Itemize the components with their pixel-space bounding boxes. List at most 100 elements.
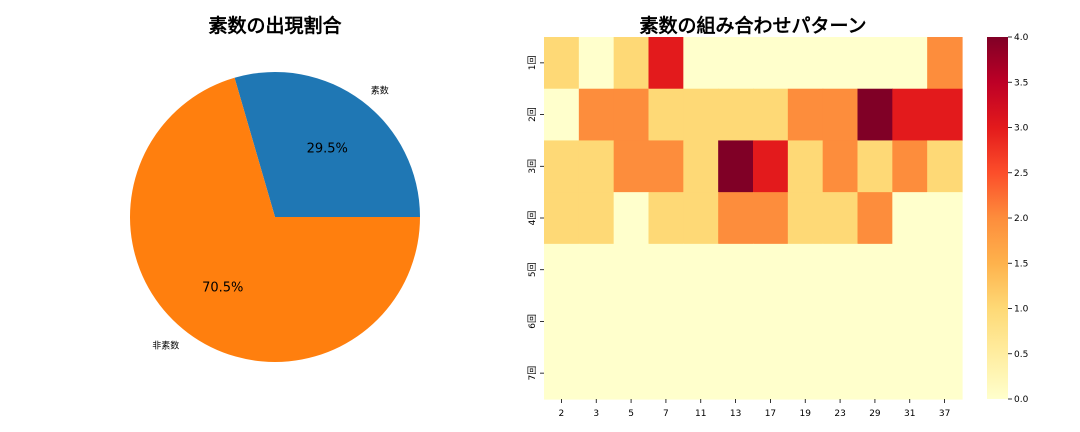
- heatmap-cell: [683, 192, 719, 245]
- pie-percent-label: 29.5%: [307, 141, 348, 156]
- heatmap-cell: [683, 37, 719, 90]
- heatmap-cell: [857, 347, 893, 400]
- heatmap-cell: [718, 347, 754, 400]
- heatmap-cell: [718, 192, 754, 245]
- x-tick-label: 23: [834, 409, 845, 419]
- pie-chart-title: 素数の出現割合: [208, 15, 342, 37]
- pie-category-label: 素数: [371, 84, 389, 96]
- heatmap-cell: [787, 88, 824, 142]
- heatmap-cell: [753, 243, 789, 297]
- heatmap-cell: [683, 88, 719, 142]
- y-tick-label: 7回: [527, 366, 538, 381]
- colorbar-tick-label: 3.0: [1014, 124, 1029, 134]
- pie-percent-label: 70.5%: [202, 281, 243, 296]
- heatmap-cell: [683, 243, 719, 297]
- heatmap-cell: [718, 140, 754, 193]
- heatmap-cell: [683, 295, 719, 348]
- heatmap-cell: [822, 88, 859, 142]
- heatmap-cell: [822, 140, 859, 193]
- x-tick-label: 3: [593, 409, 599, 419]
- heatmap-cell: [578, 88, 615, 142]
- y-tick-label: 1回: [527, 55, 538, 70]
- pie-slice-prime: [234, 72, 420, 217]
- heatmap-title: 素数の組み合わせパターン: [639, 15, 867, 37]
- heatmap-cell: [578, 295, 615, 348]
- heatmap-cell: [857, 295, 893, 348]
- heatmap-cell: [927, 243, 963, 297]
- heatmap-cell: [578, 192, 615, 245]
- colorbar-tick-label: 0.0: [1014, 395, 1029, 405]
- x-tick-label: 19: [800, 409, 812, 419]
- heatmap-cell: [753, 192, 789, 245]
- colorbar-tick-label: 1.5: [1014, 259, 1028, 269]
- heatmap-cell: [578, 140, 615, 193]
- heatmap-cell: [892, 88, 928, 142]
- heatmap-cell: [613, 243, 650, 297]
- heatmap-cell: [578, 347, 615, 400]
- heatmap-cell: [648, 192, 684, 245]
- x-tick-label: 5: [628, 409, 634, 419]
- heatmap-cell: [787, 243, 824, 297]
- heatmap-cell: [892, 295, 928, 348]
- heatmap-cell: [753, 347, 789, 400]
- x-tick-label: 29: [869, 409, 881, 419]
- y-tick-label: 3回: [527, 159, 538, 174]
- colorbar-tick-label: 3.5: [1014, 78, 1028, 88]
- x-tick-label: 11: [695, 409, 706, 419]
- heatmap-cell: [787, 140, 824, 193]
- heatmap-cell: [544, 295, 580, 348]
- y-tick-label: 6回: [527, 314, 538, 329]
- heatmap-cell: [753, 88, 789, 142]
- heatmap-cell: [648, 140, 684, 193]
- y-tick-label: 4回: [527, 211, 538, 226]
- heatmap-cell: [787, 295, 824, 348]
- colorbar-tick-label: 2.5: [1014, 169, 1028, 179]
- heatmap-cell: [753, 295, 789, 348]
- heatmap-cell: [718, 37, 754, 90]
- heatmap-cell: [718, 295, 754, 348]
- heatmap-cell: [544, 140, 580, 193]
- heatmap-cell: [857, 192, 893, 245]
- heatmap-cell: [544, 37, 580, 90]
- x-tick-label: 17: [765, 409, 776, 419]
- heatmap-cell: [892, 243, 928, 297]
- heatmap-cell: [787, 37, 824, 90]
- heatmap-cell: [648, 295, 684, 348]
- heatmap-cell: [927, 295, 963, 348]
- heatmap-cell: [822, 295, 859, 348]
- heatmap-cell: [927, 140, 963, 193]
- colorbar-tick-label: 4.0: [1014, 33, 1029, 43]
- x-tick-label: 31: [904, 409, 915, 419]
- heatmap-cell: [544, 347, 580, 400]
- heatmap-cell: [892, 140, 928, 193]
- heatmap-cell: [683, 140, 719, 193]
- colorbar-tick-label: 0.5: [1014, 350, 1028, 360]
- heatmap-cell: [718, 88, 754, 142]
- heatmap-cell: [613, 192, 650, 245]
- heatmap-cell: [822, 243, 859, 297]
- heatmap-cell: [648, 37, 684, 90]
- heatmap-cell: [613, 347, 650, 400]
- heatmap-cell: [613, 295, 650, 348]
- heatmap-cell: [648, 88, 684, 142]
- heatmap-cell: [613, 37, 650, 90]
- heatmap-cell: [787, 347, 824, 400]
- heatmap-cell: [822, 192, 859, 245]
- heatmap-cell: [857, 243, 893, 297]
- x-tick-label: 7: [663, 409, 669, 419]
- colorbar: 0.0 0.5 1.0 1.5 2.0 2.5 3.0 3.5 4.0: [987, 33, 1029, 405]
- heatmap-cell: [648, 347, 684, 400]
- heatmap-cell: [648, 243, 684, 297]
- heatmap-cell: [892, 192, 928, 245]
- y-tick-label: 5回: [527, 262, 538, 277]
- x-tick-label: 2: [559, 409, 565, 419]
- heatmap-cell: [892, 347, 928, 400]
- colorbar-gradient: [987, 37, 1008, 399]
- heatmap-cell: [578, 37, 615, 90]
- heatmap-cell: [683, 347, 719, 400]
- heatmap-cell: [578, 243, 615, 297]
- heatmap-cell: [927, 37, 963, 90]
- pie-slice-non-prime: [129, 77, 420, 362]
